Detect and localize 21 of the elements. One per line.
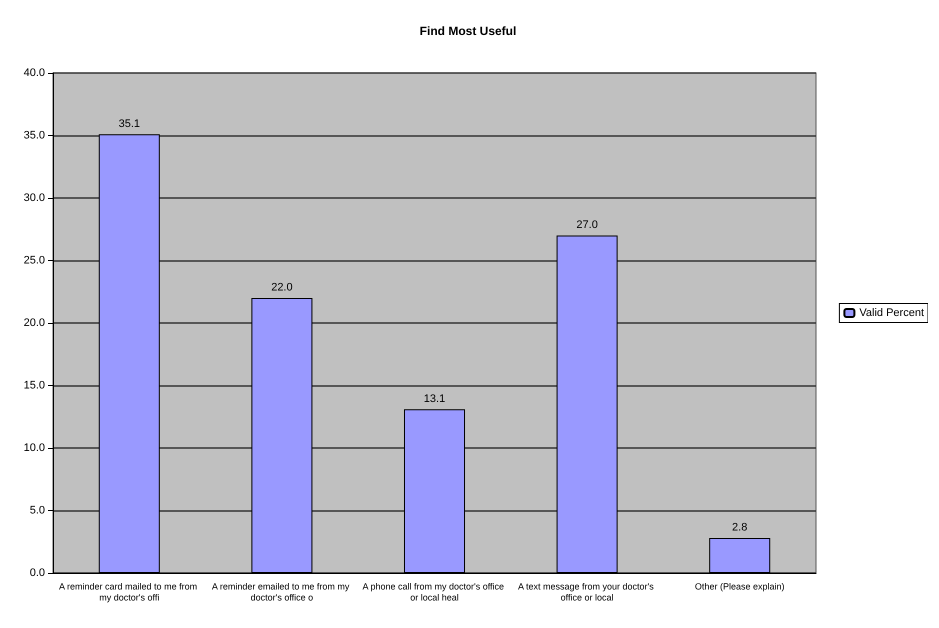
x-tick-label: A text message from your doctor's office or local bbox=[518, 582, 656, 602]
y-tick-label: 5.0 bbox=[30, 504, 45, 516]
data-label: 27.0 bbox=[576, 219, 598, 231]
data-label: 2.8 bbox=[732, 522, 748, 534]
chart-title: Find Most Useful bbox=[420, 24, 516, 38]
data-label: 22.0 bbox=[271, 282, 293, 294]
legend-label: Valid Percent bbox=[859, 307, 924, 319]
y-tick-label: 0.0 bbox=[30, 567, 45, 579]
y-tick-label: 30.0 bbox=[24, 192, 45, 204]
y-tick-label: 35.0 bbox=[24, 130, 45, 142]
y-tick-label: 15.0 bbox=[24, 380, 45, 392]
y-tick-label: 10.0 bbox=[24, 442, 45, 454]
x-tick-label: A reminder card mailed to me from my doctor's offi bbox=[59, 582, 200, 602]
data-label: 35.1 bbox=[118, 118, 140, 130]
x-tick-label: A reminder emailed to me from my doctor's office o bbox=[212, 582, 352, 602]
y-tick-label: 25.0 bbox=[24, 254, 45, 266]
data-label: 13.1 bbox=[424, 392, 446, 405]
y-tick-label: 40.0 bbox=[24, 67, 45, 79]
x-tick-label: Other (Please explain) bbox=[694, 582, 784, 592]
y-tick-label: 20.0 bbox=[24, 317, 45, 329]
x-tick-label: A phone call from my doctor's office or local heal bbox=[362, 582, 507, 602]
